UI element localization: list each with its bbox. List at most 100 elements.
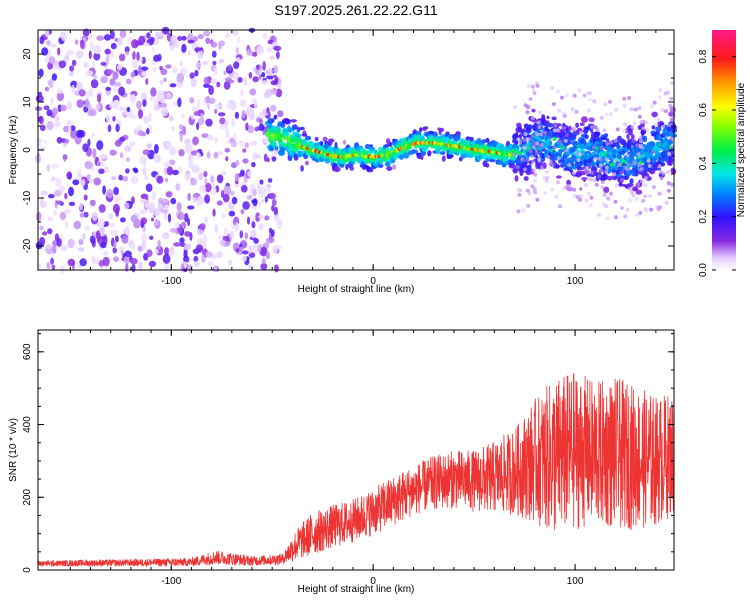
spectrogram-cell [204, 177, 208, 185]
spectrogram-cell [38, 115, 44, 125]
spectrogram-cell [154, 218, 159, 226]
spectrogram-cell [239, 246, 244, 256]
spectrogram-cell [205, 251, 213, 258]
spectrogram-cell [609, 162, 615, 167]
spectrogram-cell [580, 116, 588, 123]
spectrogram-cell [51, 73, 58, 81]
spectrogram-cell [627, 186, 632, 191]
spectrogram-cell [644, 209, 649, 214]
y-tick-label: 600 [22, 343, 33, 360]
spectrogram-cell [613, 199, 618, 204]
spectrogram-cell [261, 80, 268, 86]
spectrogram-cell [369, 144, 373, 148]
spectrogram-cell [184, 138, 192, 145]
spectrogram-cell [642, 135, 648, 143]
spectrogram-cell [42, 231, 48, 236]
spectrogram-cell [319, 140, 324, 146]
spectrogram-cell [125, 168, 130, 174]
spectrogram-cell [637, 163, 642, 168]
spectrogram-cell [272, 245, 279, 254]
spectrogram-cell [187, 49, 192, 56]
spectrogram-cell [595, 127, 600, 132]
spectrogram-cell [140, 209, 146, 215]
spectrogram-cell [58, 60, 67, 69]
spectrogram-cell [643, 183, 648, 188]
spectrogram-cell [78, 169, 82, 178]
chart-title: S197.2025.261.22.22.G11 [274, 2, 437, 18]
spectrogram-cell [576, 157, 581, 162]
spectrogram-cell [564, 148, 569, 153]
spectrogram-cell [193, 36, 198, 42]
spectrogram-cell [265, 251, 271, 260]
spectrogram-cell [374, 149, 378, 153]
spectrogram-cell [605, 216, 610, 221]
spectrogram-cell [271, 198, 277, 207]
spectrogram-cell [142, 166, 147, 176]
spectrogram-cell [276, 128, 282, 133]
spectrogram-cell [614, 107, 618, 112]
spectrogram-cell [637, 114, 642, 119]
spectrogram-cell [190, 78, 197, 88]
spectrogram-cell [594, 182, 599, 187]
spectrogram-cell [44, 57, 51, 64]
spectrogram-cell [597, 212, 602, 217]
spectrogram-cell [145, 183, 153, 192]
spectrogram-cell [261, 258, 266, 265]
spectrogram-cell [234, 111, 239, 119]
spectrogram-cell [525, 110, 530, 115]
spectrogram-cell [651, 125, 656, 130]
spectrogram-cell [88, 178, 94, 183]
spectrogram-cell [314, 136, 319, 142]
spectrogram-cell [208, 97, 216, 105]
y-tick-label: -20 [22, 238, 33, 253]
spectrogram-cell [582, 139, 587, 143]
spectrogram-cell [630, 134, 635, 140]
spectrogram-cell [51, 264, 56, 270]
spectrogram-cell [74, 39, 79, 45]
spectrogram-cell [259, 118, 263, 126]
spectrogram-cell [55, 177, 62, 188]
spectrogram-cell [181, 43, 187, 53]
spectrogram-cell [166, 166, 173, 176]
spectrogram-cell [533, 190, 538, 195]
spectrogram-cell [179, 60, 183, 67]
spectrogram-cell [233, 181, 240, 188]
spectrogram-cell [130, 71, 136, 78]
spectrogram-cell [668, 158, 675, 163]
spectrogram-cell [242, 250, 249, 255]
y-tick-label: 10 [22, 96, 33, 108]
spectrogram-cell [49, 43, 57, 48]
spectrogram-cell [91, 255, 95, 265]
spectrogram-cell [87, 110, 96, 117]
spectrogram-cell [666, 90, 670, 95]
spectrogram-cell [537, 125, 542, 130]
spectrogram-cell [130, 242, 136, 250]
spectrogram-cell [637, 106, 642, 111]
spectrogram-cell [252, 204, 258, 210]
spectrogram-cell [123, 256, 131, 265]
spectrogram-cell [252, 76, 259, 83]
spectrogram-cell [522, 145, 527, 150]
spectrogram-cell [217, 235, 222, 240]
spectrogram-cell [79, 202, 83, 211]
spectrogram-cell [647, 164, 652, 168]
spectrogram-cell [275, 88, 283, 98]
spectrogram-cell [78, 89, 86, 97]
spectrogram-cell [51, 107, 58, 116]
spectrogram-cell [653, 167, 659, 171]
spectrogram-cell [545, 175, 550, 180]
spectrogram-cell [113, 85, 117, 92]
spectrogram-cell [439, 151, 446, 155]
spectrogram-cell [214, 137, 218, 144]
spectrogram-cell [242, 148, 247, 153]
spectrogram-cell [165, 92, 172, 99]
spectrogram-cell [570, 107, 575, 112]
spectrogram-cell [247, 125, 254, 134]
spectrogram-cell [97, 93, 102, 103]
spectrogram-cell [244, 142, 249, 149]
spectrogram-cell [419, 127, 423, 132]
spectrogram-cell [173, 242, 181, 247]
spectrogram-cell [539, 142, 544, 147]
spectrogram-cell [553, 123, 558, 128]
spectrogram-cell [579, 130, 584, 135]
